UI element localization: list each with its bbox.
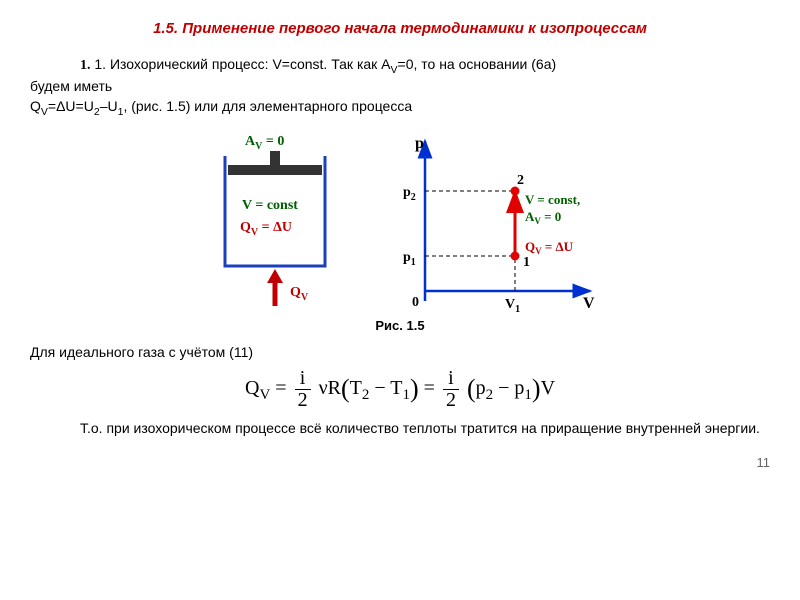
frac2: i2 — [443, 368, 459, 411]
f-v: V — [259, 387, 270, 403]
qv-v: V — [41, 106, 48, 118]
qv-arrow-head — [267, 269, 283, 283]
pt1-lab: 1 — [523, 255, 530, 270]
f-p1: p — [514, 377, 524, 399]
p1-tail: , (рис. 1.5) или для элементарного проце… — [123, 98, 412, 114]
svg-text:p2: p2 — [403, 185, 416, 203]
figure-caption: Рис. 1.5 — [30, 318, 770, 333]
svg-text:QV = ΔU: QV = ΔU — [240, 220, 292, 238]
formula-qv: QV = i2 νR(T2 − T1) = i2 (p2 − p1)V — [30, 368, 770, 411]
p1-sub: 1 — [411, 257, 416, 268]
cyl-vconst: V = const — [242, 198, 298, 213]
f-min2: − — [493, 377, 514, 399]
qv-eq: =ΔU=U — [48, 98, 94, 114]
f-2b: 2 — [443, 390, 459, 411]
svg-text:AV = 0: AV = 0 — [525, 209, 561, 226]
u2b: –U — [100, 98, 118, 114]
svg-text:V1: V1 — [505, 297, 520, 315]
qv-arrow-q: Q — [290, 285, 301, 300]
f-p2: p — [476, 377, 486, 399]
v1-lab: V — [505, 297, 515, 312]
f-eq2: = — [424, 377, 440, 399]
f-p1s: 1 — [524, 387, 532, 403]
frac1: i2 — [295, 368, 311, 411]
f-i1: i — [295, 368, 311, 390]
side-av-eq: = 0 — [541, 209, 561, 224]
point-1 — [511, 251, 520, 260]
lp2: ( — [467, 374, 476, 403]
svg-text:p1: p1 — [403, 250, 416, 268]
f-T1: T — [390, 377, 402, 399]
f-p2s: 2 — [486, 387, 494, 403]
f-min1: − — [369, 377, 390, 399]
rp1: ) — [410, 374, 419, 403]
f-2a: 2 — [295, 390, 311, 411]
cyl-av-eq: = 0 — [262, 134, 284, 149]
piston — [228, 165, 322, 175]
y-axis-label: p — [415, 135, 424, 152]
figure-row: AV = 0 V = const QV = ΔU QV — [30, 126, 770, 316]
side-qv: Q — [525, 239, 535, 254]
svg-text:QV: QV — [290, 285, 309, 303]
pv-chart: p V 0 V1 p1 p2 1 2 V = const, AV = 0 QV … — [390, 126, 610, 316]
p1-lab: p — [403, 250, 411, 265]
pt2-lab: 2 — [517, 173, 524, 188]
paragraph-3: Т.о. при изохорическом процессе всё коли… — [30, 419, 770, 439]
f-Vend: V — [541, 377, 555, 399]
f-R: R — [328, 377, 341, 399]
rp2: ) — [532, 374, 541, 403]
qv-q: Q — [30, 98, 41, 114]
qv-arrow-sub: V — [301, 292, 309, 303]
side-qv-eq: = ΔU — [542, 239, 574, 254]
p2-sub: 2 — [411, 192, 416, 203]
p1-text-a: 1. Изохорический процесс: V=const. Так к… — [94, 56, 390, 72]
paragraph-1b: будем иметь — [30, 77, 770, 97]
f-eq1: = — [275, 377, 291, 399]
x-axis-label: V — [583, 295, 595, 312]
cyl-qv-eq: = ΔU — [258, 220, 292, 235]
svg-text:AV = 0: AV = 0 — [245, 134, 284, 152]
p1-sub1: V — [391, 64, 398, 76]
p1-text-b: =0, то на основании (6a) — [398, 56, 557, 72]
piston-rod — [270, 151, 280, 165]
f-q: Q — [245, 377, 259, 399]
f-nu: ν — [319, 377, 328, 399]
svg-text:QV = ΔU: QV = ΔU — [525, 239, 574, 256]
lp1: ( — [341, 374, 350, 403]
cyl-qv: Q — [240, 220, 251, 235]
f-T2: T — [350, 377, 362, 399]
paragraph-1c: QV=ΔU=U2–U1, (рис. 1.5) или для элемента… — [30, 97, 770, 119]
section-title: 1.5. Применение первого начала термодина… — [30, 20, 770, 37]
p2-lab: p — [403, 185, 411, 200]
f-T1s: 1 — [402, 387, 410, 403]
num-1: 1. — [80, 58, 91, 73]
origin-label: 0 — [412, 295, 419, 310]
page-number: 11 — [30, 455, 770, 470]
paragraph-2: Для идеального газа с учётом (11) — [30, 343, 770, 363]
side-vconst: V = const, — [525, 192, 580, 207]
paragraph-1: 1. 1. Изохорический процесс: V=const. Та… — [30, 55, 770, 77]
v1-sub: 1 — [515, 304, 520, 315]
f-i2: i — [443, 368, 459, 390]
cylinder-diagram: AV = 0 V = const QV = ΔU QV — [190, 131, 360, 311]
